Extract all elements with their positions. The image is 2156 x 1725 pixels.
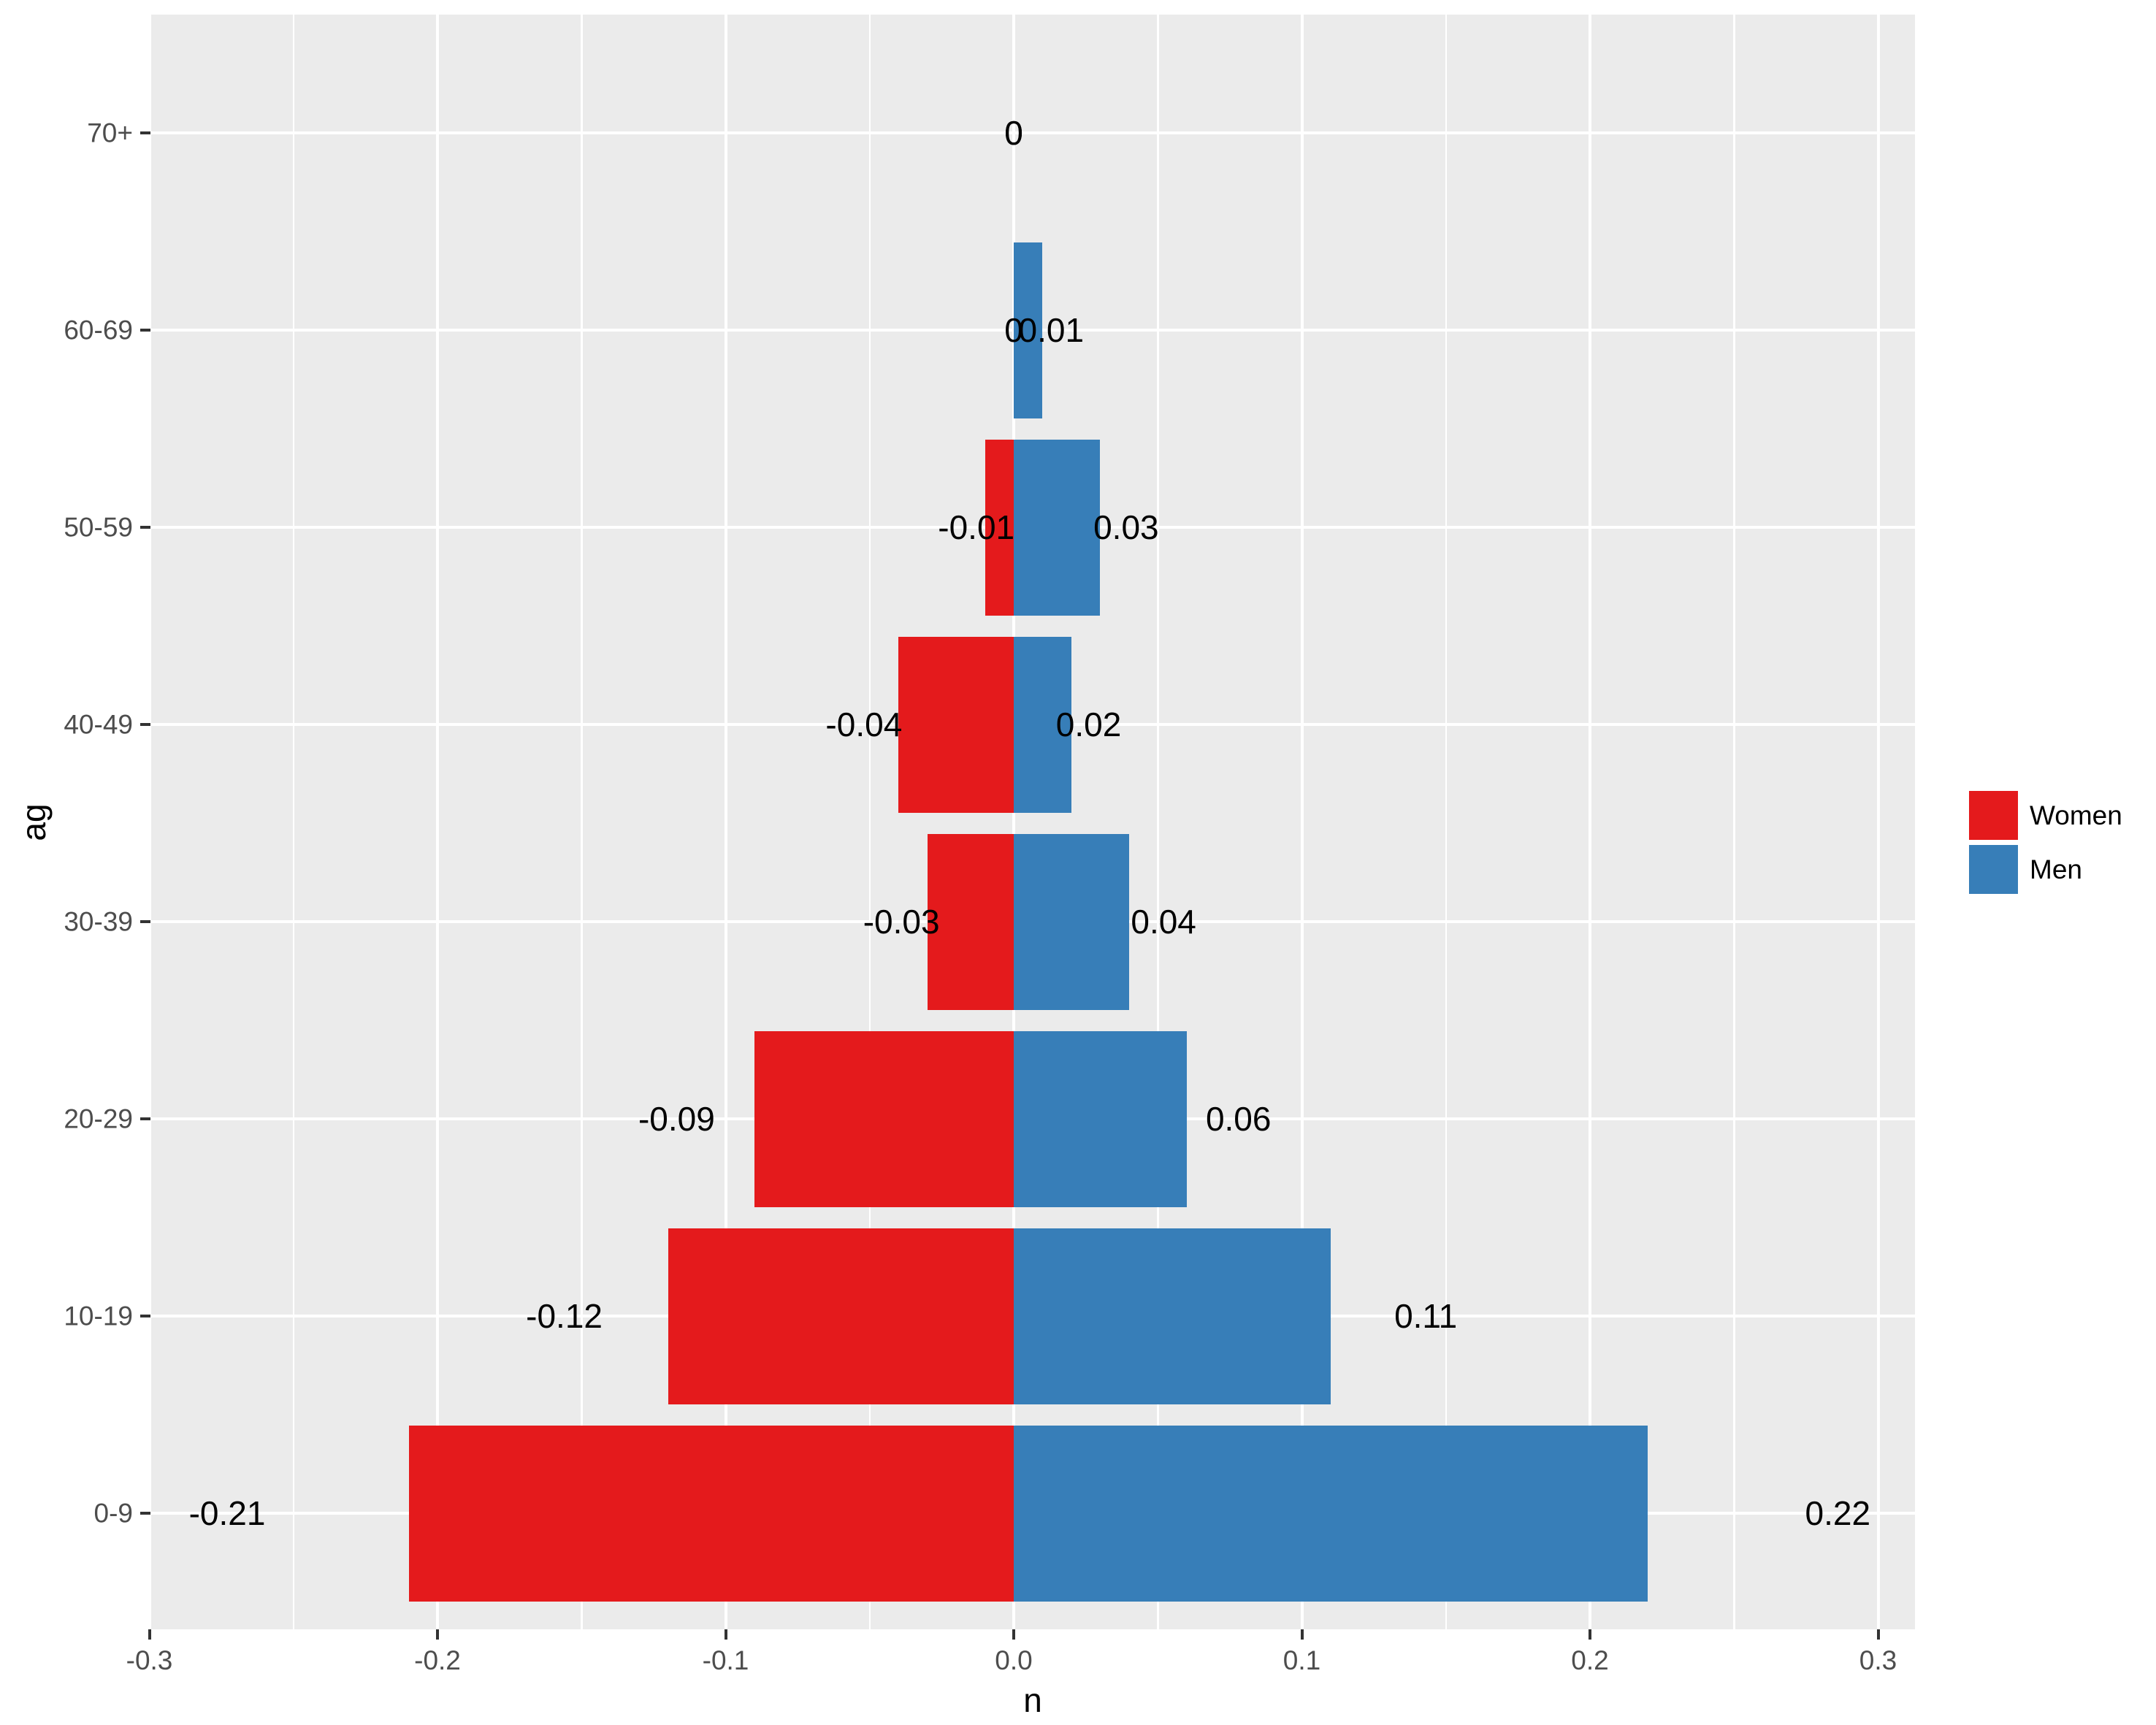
bar-value-label-women-70+: 0 [1004, 114, 1023, 152]
major-gridline [1300, 15, 1304, 1629]
legend: Women Men [1969, 791, 2122, 894]
bar-value-label-men-30-39: 0.04 [1131, 903, 1196, 941]
bar-value-label-men-50-59: 0.03 [1093, 508, 1159, 546]
x-tick-mark [1589, 1629, 1591, 1640]
bar-men-10-19 [1014, 1228, 1331, 1404]
bar-value-label-women-40-49: -0.04 [825, 705, 903, 743]
bar-value-label-men-20-29: 0.06 [1205, 1100, 1272, 1138]
bar-value-label-men-10-19: 0.11 [1394, 1297, 1458, 1335]
x-tick-mark [1876, 1629, 1880, 1640]
legend-label-women: Women [2030, 800, 2122, 830]
y-tick-mark [140, 1117, 150, 1120]
y-tick-label-40-49: 40-49 [64, 709, 133, 740]
legend-swatch-men [1969, 845, 2018, 894]
y-axis-title: ag [15, 803, 53, 841]
major-gridline [1876, 15, 1880, 1629]
y-tick-mark [140, 920, 150, 923]
major-gridline [436, 15, 439, 1629]
bar-value-label-men-40-49: 0.02 [1055, 705, 1122, 743]
major-gridline [1589, 15, 1591, 1629]
bar-value-label-men-60-69: 0.01 [1018, 311, 1085, 349]
bar-value-label-men-70+: 0 [1004, 114, 1023, 152]
plot-panel: 0 0 -0.01 -0.04 -0.03 -0.09 -0.12 -0.21 0 0.01 0.0… [150, 15, 1915, 1629]
bar-value-label-women-0-9: -0.21 [188, 1494, 266, 1532]
bar-women-50-59 [985, 439, 1014, 616]
y-tick-label-70+: 70+ [87, 118, 133, 148]
x-tick-label--0.3: -0.3 [126, 1645, 173, 1675]
y-tick-label-50-59: 50-59 [64, 512, 133, 543]
major-gridline [150, 15, 151, 1629]
x-tick-mark [724, 1629, 727, 1640]
legend-entry-men: Men [1969, 845, 2122, 894]
major-gridline [150, 131, 1915, 134]
y-tick-mark [140, 526, 150, 529]
minor-gridline [1733, 15, 1735, 1629]
bar-value-label-women-10-19: -0.12 [526, 1297, 603, 1335]
x-tick-label-0.0: 0.0 [995, 1645, 1033, 1675]
x-tick-label--0.2: -0.2 [414, 1645, 461, 1675]
y-tick-label-10-19: 10-19 [64, 1301, 133, 1331]
y-tick-label-20-29: 20-29 [64, 1104, 133, 1134]
bar-men-30-39 [1014, 833, 1129, 1010]
x-tick-label-0.2: 0.2 [1571, 1645, 1609, 1675]
x-tick-label--0.1: -0.1 [702, 1645, 749, 1675]
x-tick-mark [148, 1629, 151, 1640]
bar-value-label-women-50-59: -0.01 [938, 508, 1015, 546]
bar-value-label-men-0-9: 0.22 [1805, 1494, 1871, 1532]
bar-men-0-9 [1014, 1425, 1648, 1602]
legend-label-men: Men [2030, 854, 2082, 884]
bar-men-50-59 [1014, 439, 1101, 616]
legend-swatch-women [1969, 791, 2018, 840]
bar-women-20-29 [754, 1030, 1014, 1207]
bar-value-label-women-20-29: -0.09 [638, 1100, 715, 1138]
x-tick-mark [436, 1629, 439, 1640]
minor-gridline [1445, 15, 1447, 1629]
bar-value-label-women-60-69: 0 [1004, 311, 1023, 349]
x-tick-label-0.3: 0.3 [1859, 1645, 1897, 1675]
minor-gridline [581, 15, 583, 1629]
major-gridline [724, 15, 727, 1629]
x-tick-mark [1012, 1629, 1015, 1640]
major-gridline [1012, 15, 1015, 1629]
bar-men-60-69 [1014, 242, 1043, 418]
x-axis-title: n [1023, 1681, 1042, 1719]
bar-men-40-49 [1014, 636, 1071, 813]
minor-gridline [292, 15, 294, 1629]
y-tick-mark [140, 329, 150, 332]
y-tick-mark [140, 723, 150, 726]
legend-entry-women: Women [1969, 791, 2122, 840]
bar-women-0-9 [408, 1425, 1014, 1602]
y-tick-label-60-69: 60-69 [64, 315, 133, 345]
minor-gridline [868, 15, 871, 1629]
bar-value-label-women-30-39: -0.03 [863, 903, 940, 941]
y-tick-mark [140, 131, 150, 134]
bar-women-30-39 [927, 833, 1014, 1010]
bar-men-20-29 [1014, 1030, 1187, 1207]
y-tick-label-30-39: 30-39 [64, 906, 133, 937]
y-tick-mark [140, 1315, 150, 1317]
bar-women-10-19 [668, 1228, 1014, 1404]
x-tick-label-0.1: 0.1 [1282, 1645, 1321, 1675]
x-tick-mark [1300, 1629, 1304, 1640]
y-tick-label-0-9: 0-9 [93, 1498, 133, 1529]
y-tick-mark [140, 1512, 150, 1515]
minor-gridline [1157, 15, 1159, 1629]
bar-women-40-49 [898, 636, 1014, 813]
